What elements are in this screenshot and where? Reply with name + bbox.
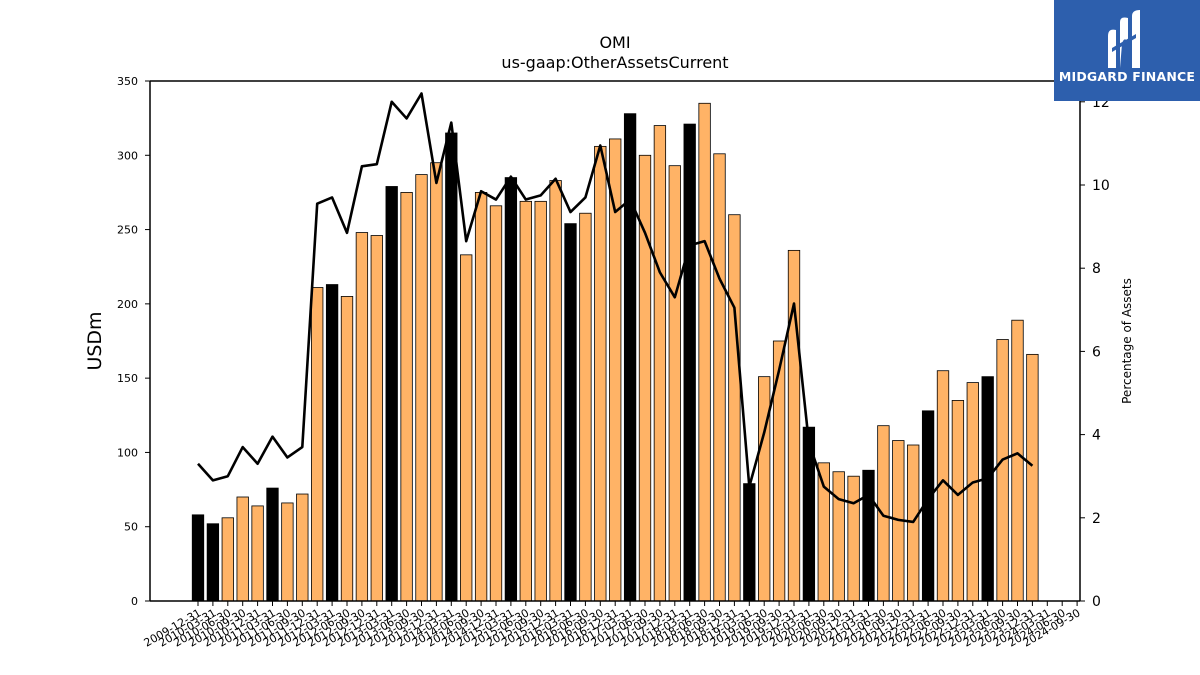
bar	[579, 212, 592, 602]
y-tick-label: 250	[117, 224, 138, 237]
bar	[251, 505, 264, 602]
bar	[743, 483, 756, 602]
axes: 0501001502002503003500246810122009-12-31…	[117, 75, 1110, 650]
bar	[862, 469, 875, 602]
y2-tick-label: 8	[1092, 261, 1101, 277]
bar	[266, 487, 279, 602]
bar	[311, 287, 324, 602]
y-tick-label: 200	[117, 298, 138, 311]
bar	[981, 376, 994, 602]
bar	[698, 102, 711, 602]
line-path	[197, 92, 1034, 524]
bar	[340, 296, 354, 602]
bar	[951, 400, 965, 602]
bar	[594, 145, 607, 602]
bar	[206, 523, 220, 602]
y2-axis-label: Percentage of Assets	[1120, 278, 1134, 404]
y-axis-label: USDm	[84, 311, 106, 370]
bar	[355, 232, 369, 602]
line-series	[197, 92, 1034, 524]
bar	[191, 514, 205, 602]
bar	[430, 162, 443, 602]
bar	[534, 200, 547, 602]
bar	[877, 425, 890, 602]
y2-tick-label: 6	[1092, 344, 1101, 360]
bar	[400, 192, 413, 602]
bar	[1011, 319, 1024, 602]
bar	[504, 177, 518, 602]
y2-tick-label: 10	[1092, 178, 1110, 194]
midgard-finance-logo-icon	[1108, 10, 1140, 68]
bar	[713, 153, 726, 602]
bar	[772, 340, 786, 602]
bar	[489, 205, 503, 602]
bar	[832, 471, 845, 602]
y-tick-label: 300	[117, 149, 138, 162]
y2-tick-label: 0	[1092, 594, 1101, 610]
bar	[370, 235, 383, 602]
y-tick-label: 0	[131, 595, 138, 608]
bar	[281, 502, 294, 602]
logo-text: MIDGARD FINANCE	[1058, 69, 1196, 84]
bar	[847, 475, 860, 602]
bar	[653, 125, 667, 602]
logo: MIDGARD FINANCE	[1054, 0, 1200, 101]
bar	[996, 339, 1009, 602]
bar	[325, 284, 339, 602]
bar	[385, 186, 398, 602]
y2-tick-label: 4	[1092, 428, 1101, 444]
bar	[966, 382, 979, 602]
bar	[460, 254, 473, 602]
chart-subtitle: us-gaap:OtherAssetsCurrent	[501, 53, 728, 72]
bar	[445, 132, 458, 602]
bar	[415, 174, 428, 602]
y-tick-label: 100	[117, 446, 138, 459]
bar-series	[191, 102, 1039, 602]
bar	[623, 113, 637, 602]
bar	[296, 493, 309, 602]
bar	[549, 180, 562, 602]
bar	[1026, 353, 1039, 602]
bar	[728, 214, 741, 602]
y2-tick-label: 2	[1092, 511, 1101, 527]
chart-title: OMI	[599, 33, 630, 52]
bar	[474, 192, 488, 602]
bar	[519, 200, 532, 602]
bar	[236, 496, 249, 602]
bar	[683, 123, 696, 602]
y-tick-label: 350	[117, 75, 138, 88]
bar	[221, 517, 234, 602]
bar	[564, 223, 577, 602]
y-tick-label: 150	[117, 372, 138, 385]
y-tick-label: 50	[124, 521, 138, 534]
bar	[668, 165, 681, 602]
